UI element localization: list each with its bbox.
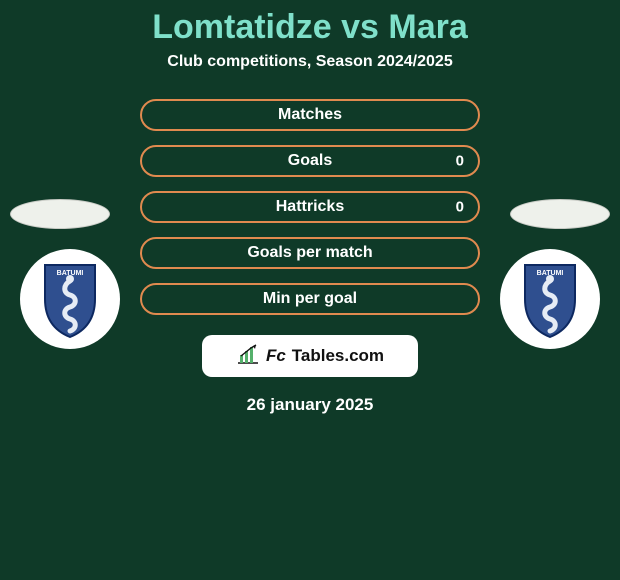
comparison-card: Lomtatidze vs Mara Club competitions, Se… [0, 0, 620, 580]
season-subtitle: Club competitions, Season 2024/2025 [0, 53, 620, 71]
team-badge-right: BATUMI [500, 249, 600, 349]
stat-label: Matches [278, 106, 342, 124]
bar-chart-icon [236, 343, 260, 370]
stat-value-right: 0 [456, 153, 464, 170]
snapshot-date: 26 january 2025 [0, 395, 620, 415]
stat-label: Goals per match [247, 244, 372, 262]
stat-row: Matches [140, 99, 480, 131]
team-badge-left: BATUMI [20, 249, 120, 349]
stat-label: Hattricks [276, 198, 344, 216]
player-badge-left [10, 199, 110, 229]
stat-row: Hattricks 0 [140, 191, 480, 223]
stat-label: Goals [288, 152, 332, 170]
stat-label: Min per goal [263, 290, 357, 308]
stat-row: Goals per match [140, 237, 480, 269]
brand-text-fc: Fc [266, 346, 286, 366]
brand-chip: Fc Tables.com [202, 335, 418, 377]
brand-text-tables: Tables.com [292, 346, 384, 366]
stats-list: Matches Goals 0 Hattricks 0 Goals per match Mi… [140, 99, 480, 315]
page-title: Lomtatidze vs Mara [0, 0, 620, 47]
stat-value-right: 0 [456, 199, 464, 216]
player-badge-right [510, 199, 610, 229]
stat-row: Goals 0 [140, 145, 480, 177]
stat-row: Min per goal [140, 283, 480, 315]
